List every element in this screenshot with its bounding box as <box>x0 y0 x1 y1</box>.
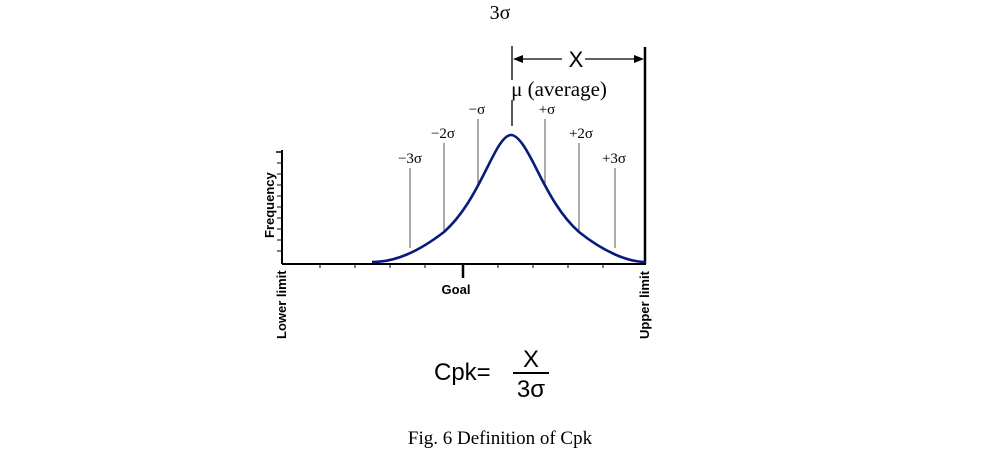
y-axis-ticks <box>276 151 282 252</box>
goal-label: Goal <box>442 282 471 297</box>
sigma-label-plus-1: +σ <box>539 102 556 118</box>
sigma-label-minus-1: −σ <box>469 102 486 118</box>
upper-limit-label: Upper limit <box>637 270 652 339</box>
arrow-x-label: X <box>569 47 584 72</box>
sigma-label-plus-2: +2σ <box>569 126 593 142</box>
figure-caption: Fig. 6 Definition of Cpk <box>407 428 593 449</box>
cpk-formula: Cpk= X 3σ <box>434 346 549 403</box>
x-dimension-arrow <box>513 55 644 63</box>
formula-lhs: Cpk= <box>434 359 491 386</box>
header-sigma-label: 3σ <box>489 2 511 24</box>
sigma-guide-lines <box>409 119 616 248</box>
formula-denominator: 3σ <box>517 376 545 403</box>
formula-numerator: X <box>523 346 539 373</box>
x-axis-ticks <box>319 264 604 268</box>
mean-label: μ (average) <box>511 77 607 101</box>
frequency-axis-label: Frequency <box>262 171 277 238</box>
lower-limit-label: Lower limit <box>274 270 289 339</box>
distribution-curve <box>371 133 647 264</box>
sigma-label-minus-2: −2σ <box>431 126 455 142</box>
sigma-label-minus-3: −3σ <box>398 151 422 167</box>
sigma-label-plus-3: +3σ <box>602 151 626 167</box>
